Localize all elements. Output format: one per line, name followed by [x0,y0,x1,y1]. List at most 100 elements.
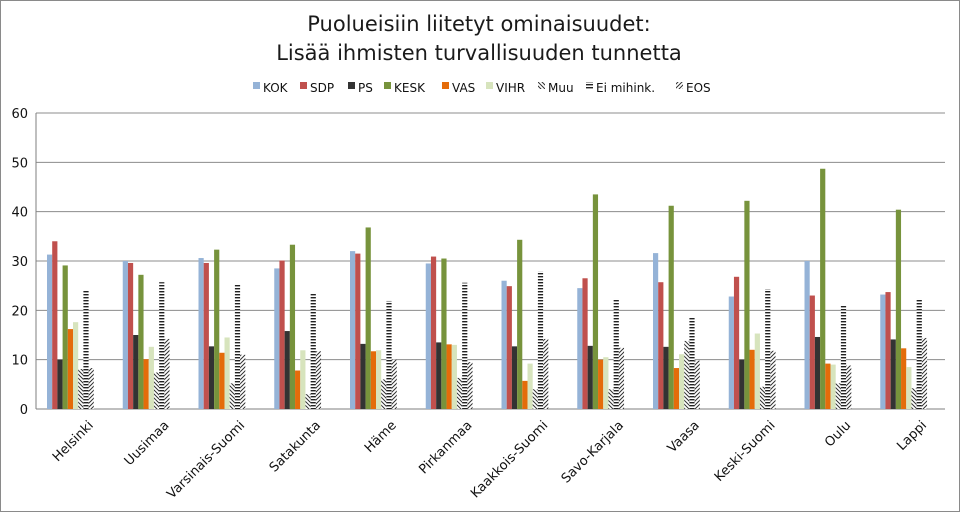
bar [537,271,544,409]
bar [234,284,241,409]
y-axis-ticks: 0 10 20 30 40 50 60 [11,107,28,418]
bar [467,362,473,409]
bar [143,359,149,409]
bar [603,357,609,409]
bar [203,262,209,409]
y-tick-label: 40 [11,206,28,221]
legend-swatch [586,82,593,89]
y-tick-label: 60 [11,107,28,122]
x-tick-label: Savo-Karjala [559,418,627,486]
bar [138,274,144,409]
bar [582,278,588,409]
bar [501,280,507,409]
y-tick-label: 20 [11,304,28,319]
x-tick-label: Lappi [894,418,930,454]
legend-label: Muu [548,81,574,95]
bar [901,348,907,409]
x-tick-label: Vaasa [665,418,703,456]
bar [820,168,826,409]
bar [198,258,204,409]
bar [462,282,468,409]
bar [214,249,220,409]
bar [441,258,447,409]
legend-label: VIHR [496,81,525,95]
y-tick-label: 10 [11,354,28,369]
bar [694,360,700,409]
bar [425,263,431,409]
chart-title-line-2: Lisää ihmisten turvallisuuden tunnetta [276,41,682,65]
y-tick-label: 50 [11,156,28,171]
bar [370,351,376,409]
bar [47,254,53,409]
gridlines [35,112,945,410]
bar [885,292,891,409]
legend: KOK SDP PS KESK VAS VIHR Muu Ei mihink. EOS [253,81,711,95]
x-tick-label: Helsinki [50,418,97,465]
bar [430,256,437,409]
x-tick-label: Häme [362,418,400,456]
legend-label: PS [358,81,373,95]
bar [274,268,280,409]
bar [360,343,366,409]
x-tick-label: Oulu [822,418,854,450]
legend-swatch [300,82,307,89]
bar [511,346,518,409]
bar [279,260,285,409]
bar [148,346,154,409]
bar [300,350,306,409]
bar [240,354,246,409]
bar [355,253,361,409]
bar [62,265,68,409]
x-tick-label: Uusimaa [122,418,173,469]
bar [365,227,371,409]
bar [122,261,128,409]
bar [846,365,852,409]
bar [840,304,847,409]
bar [127,262,134,409]
x-tick-label: Pirkanmaa [416,418,475,477]
bar [386,300,392,409]
bar [289,244,296,409]
bar [916,298,922,409]
legend-swatch [253,82,260,89]
bar [749,349,755,409]
bar [52,241,58,409]
bar [618,347,625,409]
bar [391,359,397,409]
bar [219,352,225,409]
bar [305,394,311,409]
bar [825,363,831,409]
bar [532,389,538,409]
bar [890,339,896,409]
bar [78,369,84,409]
bar [164,338,170,409]
bar [608,389,614,409]
legend-label: Ei mihink. [596,81,655,95]
bar [159,282,165,409]
chart-title-line-1: Puolueisiin liitetyt ominaisuudet: [307,12,650,36]
bar [350,251,356,409]
bar [809,295,815,409]
bar [310,292,316,409]
bar [315,351,322,409]
legend-label: KOK [263,81,289,95]
bar [673,368,679,409]
bar [733,276,740,409]
bar [679,354,685,409]
bar [653,253,659,409]
bar [446,344,452,409]
bar [57,359,63,409]
bar [759,386,766,409]
bar [592,194,599,409]
bar [658,282,664,409]
bar [83,290,89,409]
y-tick-label: 0 [20,403,28,418]
legend-swatch [384,82,391,89]
bar [598,359,604,409]
bar [543,338,549,409]
bar [577,288,583,409]
legend-label: VAS [452,81,475,95]
bar [517,239,523,409]
